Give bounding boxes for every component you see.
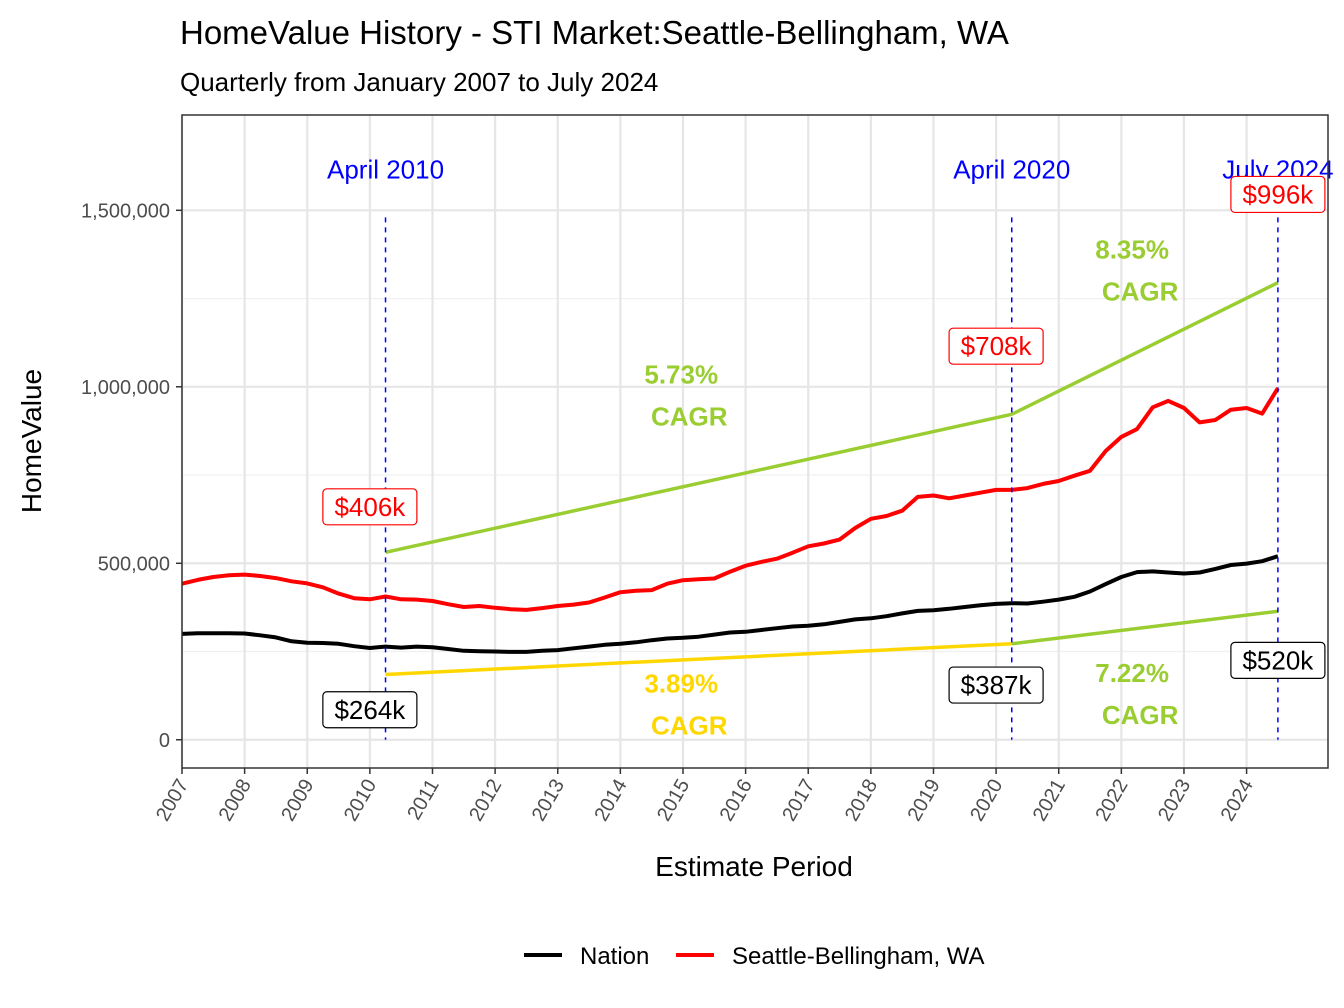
x-tick-label: 2022 [1091, 776, 1132, 826]
value-callout-box [322, 691, 418, 729]
cagr-trend-line [385, 412, 1013, 555]
x-tick-label: 2007 [152, 776, 193, 826]
value-callout-box [322, 488, 418, 526]
trend-lines [385, 281, 1279, 677]
x-tick-label: 2024 [1217, 776, 1258, 826]
y-tick-label: 1,500,000 [81, 200, 170, 222]
x-tick-label: 2014 [590, 776, 631, 826]
cagr-trend-line [1011, 609, 1279, 646]
cagr-percent-label: 8.35% [1095, 234, 1169, 264]
event-markers: April 2010 April 2020 July 2024 [327, 155, 1334, 740]
y-axis-title: HomeValue [16, 369, 47, 513]
y-tick-label: 0 [159, 730, 170, 752]
value-callout-box [1230, 175, 1326, 214]
x-tick-label: 2008 [215, 776, 256, 826]
x-tick-label: 2009 [277, 776, 318, 826]
plot-panel-bg [182, 115, 1328, 768]
value-callout-label: $996k [1242, 179, 1314, 209]
cagr-trend-line [385, 642, 1012, 677]
event-marker-label: April 2020 [953, 155, 1070, 185]
x-axis: 2007 2008 2009 2010 2011 2012 2013 2014 2015 2016… [152, 768, 1258, 825]
cagr-caption-label: CAGR [1102, 276, 1179, 306]
legend: Nation Seattle-Bellingham, WA [524, 943, 985, 970]
x-tick-label: 2019 [904, 776, 945, 826]
value-callout-box [948, 327, 1044, 365]
chart-title: HomeValue History - STI Market:Seattle-B… [180, 14, 1009, 51]
value-callout-label: $406k [334, 492, 406, 522]
value-callout-label: $520k [1242, 645, 1314, 675]
x-tick-label: 2017 [778, 776, 819, 826]
x-tick-label: 2021 [1029, 776, 1070, 826]
cagr-caption-label: CAGR [651, 710, 728, 740]
x-tick-label: 2010 [340, 776, 381, 826]
x-tick-label: 2020 [966, 776, 1007, 826]
y-axis: 0 500,000 1,000,000 1,500,000 [81, 200, 182, 752]
legend-label: Seattle-Bellingham, WA [732, 943, 985, 970]
y-tick-label: 1,000,000 [81, 377, 170, 399]
x-tick-label: 2015 [653, 776, 694, 826]
grid [180, 115, 1328, 768]
x-tick-label: 2013 [528, 776, 569, 826]
x-tick-label: 2012 [465, 776, 506, 826]
x-axis-title: Estimate Period [655, 851, 853, 882]
legend-label: Nation [580, 943, 649, 970]
cagr-percent-label: 7.22% [1095, 658, 1169, 688]
x-tick-label: 2016 [716, 776, 757, 826]
series-line [181, 387, 1280, 612]
value-callout-label: $264k [334, 695, 406, 725]
cagr-caption-label: CAGR [651, 402, 728, 432]
event-marker-label: April 2010 [327, 155, 444, 185]
x-tick-label: 2011 [403, 776, 444, 824]
value-callout-box [948, 666, 1044, 704]
x-tick-label: 2023 [1154, 776, 1195, 826]
x-tick-label: 2018 [841, 776, 882, 826]
chart-subtitle: Quarterly from January 2007 to July 2024 [180, 67, 658, 97]
cagr-percent-label: 3.89% [644, 668, 718, 698]
cagr-caption-label: CAGR [1102, 700, 1179, 730]
value-callout-label: $387k [961, 670, 1033, 700]
cagr-trend-line [1010, 281, 1279, 416]
y-tick-label: 500,000 [98, 553, 170, 575]
value-callout-label: $708k [961, 331, 1033, 361]
annotations: 5.73% CAGR 8.35% CAGR 3.89% CAGR 7.22% CAGR $406… [322, 175, 1326, 740]
series-lines [181, 387, 1280, 654]
plot-panel-border [181, 114, 1329, 769]
series-line [181, 554, 1279, 654]
cagr-percent-label: 5.73% [644, 360, 718, 390]
value-callout-box [1230, 641, 1326, 679]
